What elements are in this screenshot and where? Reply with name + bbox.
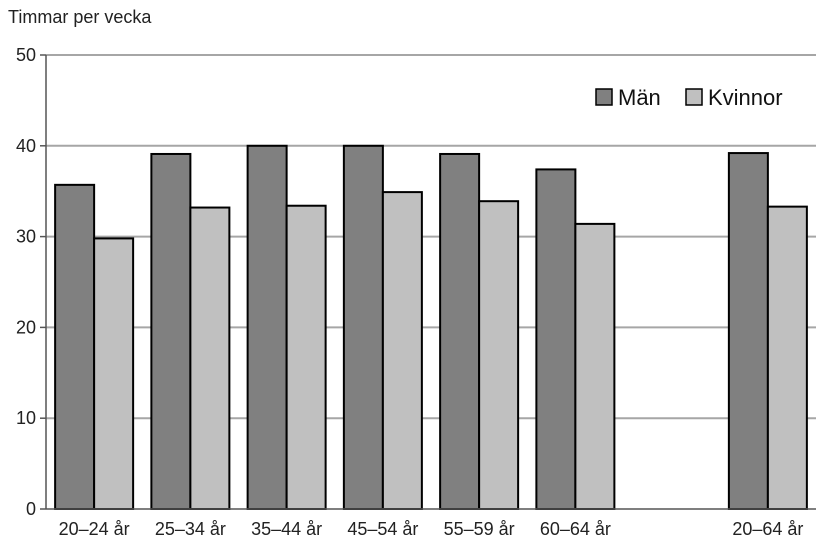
y-tick-label: 50 (16, 45, 36, 65)
bar-man (150, 152, 192, 511)
bar-man (535, 168, 577, 511)
bar-kvinnor (189, 206, 231, 510)
legend-label: Män (618, 85, 661, 110)
bar-kvinnor (478, 200, 520, 511)
bar-man (439, 152, 481, 511)
legend: Män Kvinnor (595, 85, 783, 110)
bar-kvinnor (381, 191, 423, 510)
x-tick-label: 20–24 år (59, 519, 130, 539)
x-tick-label: 45–54 år (347, 519, 418, 539)
y-axis-label: Timmar per vecka (8, 7, 152, 27)
y-tick-label: 10 (16, 408, 36, 428)
bar-man (342, 144, 384, 511)
legend-label: Kvinnor (708, 85, 783, 110)
x-tick-label: 60–64 år (540, 519, 611, 539)
bar-kvinnor (285, 204, 327, 510)
x-tick-label: 35–44 år (251, 519, 322, 539)
x-tick-label: 55–59 år (444, 519, 515, 539)
bar-kvinnor (766, 205, 808, 511)
legend-swatch (685, 88, 703, 106)
bars (54, 144, 808, 511)
bar-man (246, 144, 288, 511)
bar-kvinnor (574, 222, 616, 510)
x-tick-label: 20–64 år (732, 519, 803, 539)
bar-man (727, 152, 769, 510)
y-tick-label: 40 (16, 136, 36, 156)
y-tick-label: 30 (16, 227, 36, 247)
y-tick-label: 0 (26, 499, 36, 519)
bar-man (54, 183, 96, 510)
y-axis: 0 10 20 30 40 50 (16, 45, 36, 519)
legend-swatch (595, 88, 613, 106)
x-axis: 20–24 år 25–34 år 35–44 år 45–54 år 55–59 år… (59, 519, 804, 539)
bar-kvinnor (93, 237, 135, 511)
y-tick-label: 20 (16, 317, 36, 337)
x-tick-label: 25–34 år (155, 519, 226, 539)
